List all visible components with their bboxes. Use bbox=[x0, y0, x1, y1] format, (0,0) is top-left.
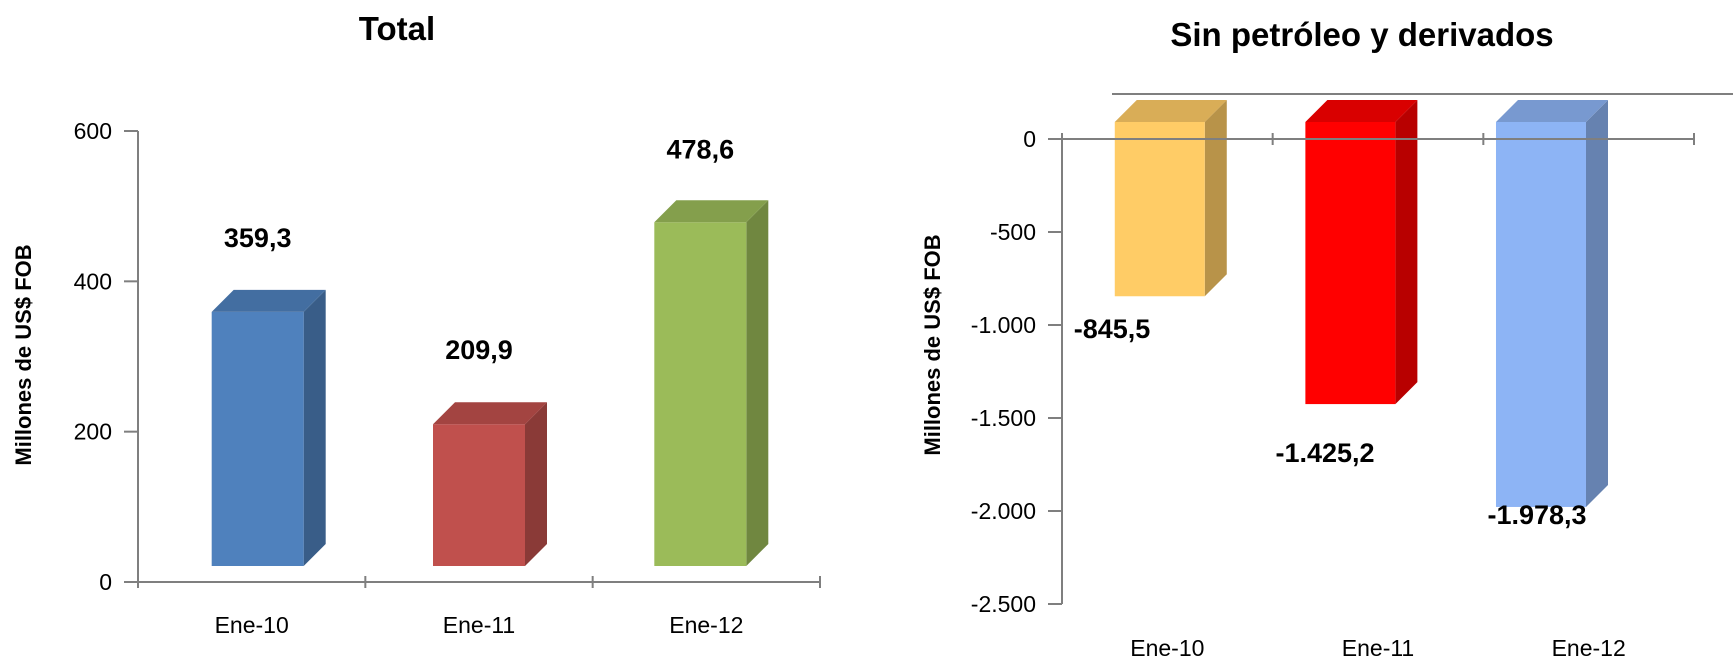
data-label: -1.425,2 bbox=[1275, 438, 1374, 468]
bar-side bbox=[1586, 100, 1608, 507]
data-label: 209,9 bbox=[445, 335, 513, 365]
bar-side bbox=[525, 402, 547, 566]
bar-ene-10 bbox=[212, 290, 326, 566]
bar-side bbox=[304, 290, 326, 566]
x-tick-label: Ene-11 bbox=[1342, 635, 1414, 661]
chart-sin-petroleo: Sin petróleo y derivados Millones de US$… bbox=[920, 16, 1733, 661]
tick-labels: 0 200 400 600 Ene-10 Ene-11 Ene-12 bbox=[74, 118, 744, 638]
y-tick-label: -2.500 bbox=[971, 591, 1036, 617]
x-tick-label: Ene-12 bbox=[669, 612, 743, 638]
bar-front bbox=[433, 424, 525, 566]
chart-title: Sin petróleo y derivados bbox=[1170, 16, 1553, 53]
y-tick-label: 600 bbox=[74, 118, 112, 144]
bar-side bbox=[1395, 100, 1417, 404]
bar-ene-11 bbox=[433, 402, 547, 566]
data-label: -845,5 bbox=[1074, 314, 1151, 344]
x-tick-label: Ene-10 bbox=[215, 612, 289, 638]
chart-total: Total Millones de US$ FOB 0 200 400 600 Ene-… bbox=[11, 10, 820, 638]
bar-front bbox=[654, 222, 746, 566]
chart-title: Total bbox=[359, 10, 435, 47]
data-label: 359,3 bbox=[224, 223, 292, 253]
y-tick-label: 0 bbox=[1023, 126, 1036, 152]
y-tick-label: -500 bbox=[990, 219, 1036, 245]
bar-side bbox=[746, 200, 768, 566]
y-tick-label: 400 bbox=[74, 268, 112, 294]
data-label: 478,6 bbox=[667, 134, 735, 164]
bar-front bbox=[212, 312, 304, 566]
bar-ene-10 bbox=[1115, 100, 1227, 296]
bar-front bbox=[1115, 122, 1205, 296]
x-tick-label: Ene-11 bbox=[443, 612, 515, 638]
data-label: -1.978,3 bbox=[1487, 500, 1586, 530]
x-tick-label: Ene-12 bbox=[1552, 635, 1626, 661]
bar-front bbox=[1496, 122, 1586, 507]
x-tick-label: Ene-10 bbox=[1130, 635, 1204, 661]
y-axis-label: Millones de US$ FOB bbox=[920, 234, 945, 455]
y-axis-label: Millones de US$ FOB bbox=[11, 244, 36, 465]
y-tick-label: 0 bbox=[99, 569, 112, 595]
bar-ene-12 bbox=[1496, 100, 1608, 507]
bar-ene-12 bbox=[654, 200, 768, 566]
y-tick-label: -1.000 bbox=[971, 312, 1036, 338]
bar-front bbox=[1305, 122, 1395, 404]
bar-ene-11 bbox=[1305, 100, 1417, 404]
y-tick-label: 200 bbox=[74, 419, 112, 445]
bars bbox=[212, 200, 769, 566]
y-tick-label: -1.500 bbox=[971, 405, 1036, 431]
y-tick-label: -2.000 bbox=[971, 498, 1036, 524]
bar-side bbox=[1205, 100, 1227, 296]
